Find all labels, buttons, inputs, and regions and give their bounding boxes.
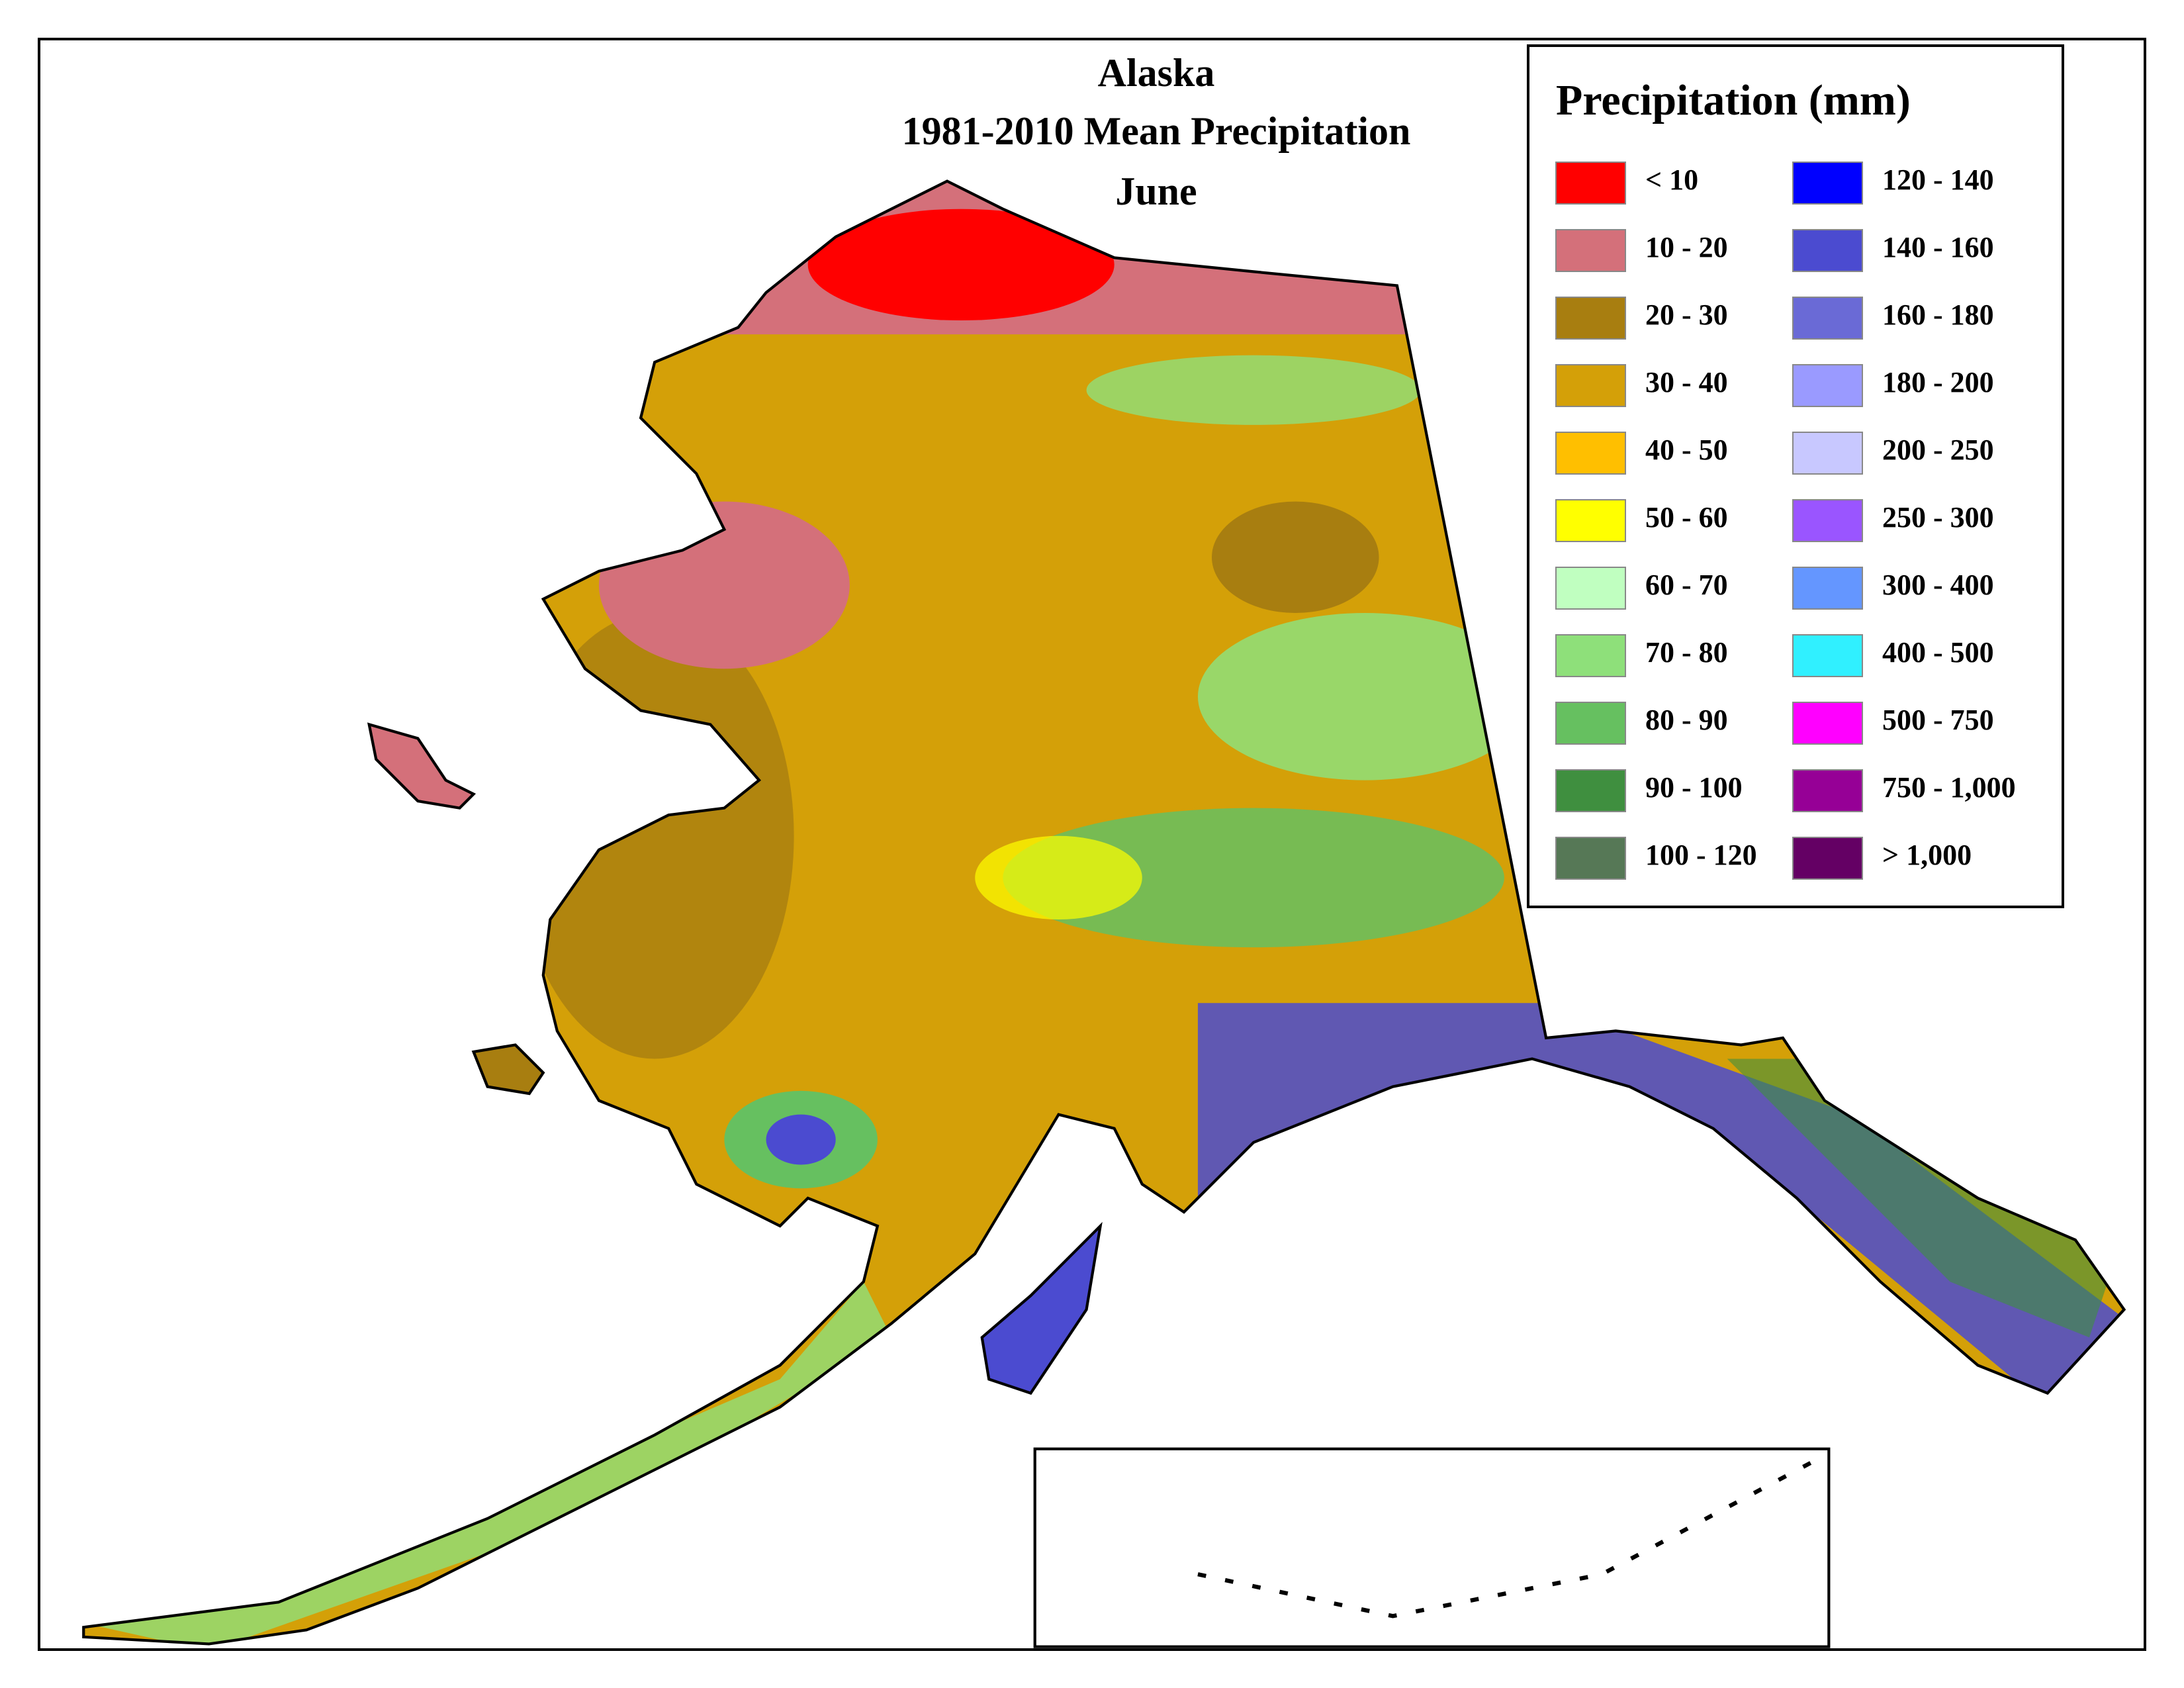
kodiak-island — [980, 1221, 1103, 1395]
legend-swatch — [1792, 162, 1863, 205]
legend-swatch — [1792, 837, 1863, 880]
legend-label: 200 - 250 — [1882, 434, 1994, 466]
legend-swatch — [1555, 229, 1626, 272]
legend-swatch — [1555, 567, 1626, 610]
legend-swatch — [1792, 364, 1863, 407]
legend-label: 160 - 180 — [1882, 299, 1994, 331]
legend-swatch — [1555, 364, 1626, 407]
legend-label: 30 - 40 — [1645, 366, 1728, 399]
legend-swatch — [1792, 229, 1863, 272]
legend-label: 250 - 300 — [1882, 501, 1994, 534]
legend-swatch — [1555, 297, 1626, 340]
legend-swatch — [1792, 769, 1863, 812]
legend-label: 300 - 400 — [1882, 569, 1994, 601]
legend-label: 120 - 140 — [1882, 164, 1994, 196]
legend-label: 20 - 30 — [1645, 299, 1728, 331]
legend-swatch — [1555, 432, 1626, 475]
legend-swatch — [1555, 769, 1626, 812]
legend-label: 750 - 1,000 — [1882, 771, 2016, 804]
legend: Precipitation (mm) < 10 10 - 20 20 - 30 30 … — [1527, 44, 2064, 908]
legend-swatch — [1555, 499, 1626, 542]
st-lawrence-island — [367, 722, 477, 810]
legend-swatch — [1792, 567, 1863, 610]
legend-label: 60 - 70 — [1645, 569, 1728, 601]
legend-label: 70 - 80 — [1645, 636, 1728, 669]
legend-swatch — [1792, 432, 1863, 475]
aleutian-inset — [1033, 1447, 1831, 1648]
legend-swatch — [1555, 837, 1626, 880]
title-line: 1981-2010 Mean Precipitation — [902, 109, 1411, 153]
title-block: Alaska 1981-2010 Mean Precipitation June — [902, 51, 1411, 213]
legend-swatch — [1555, 702, 1626, 745]
inset-islands — [1197, 1461, 1812, 1618]
legend-swatch — [1792, 499, 1863, 542]
legend-label: 500 - 750 — [1882, 704, 1994, 736]
map-frame — [38, 38, 2146, 1651]
legend-label: > 1,000 — [1882, 839, 1972, 871]
legend-label: 140 - 160 — [1882, 231, 1994, 263]
legend-label: 400 - 500 — [1882, 636, 1994, 669]
legend-swatch — [1792, 297, 1863, 340]
legend-swatch — [1555, 162, 1626, 205]
title-line: June — [1115, 169, 1197, 213]
legend-swatch — [1792, 702, 1863, 745]
legend-label: 10 - 20 — [1645, 231, 1728, 263]
legend-title: Precipitation (mm) — [1556, 76, 1911, 124]
legend-label: 40 - 50 — [1645, 434, 1728, 466]
title-line: Alaska — [1098, 51, 1215, 95]
legend-label: 50 - 60 — [1645, 501, 1728, 534]
legend-swatch — [1792, 634, 1863, 677]
legend-label: 100 - 120 — [1645, 839, 1757, 871]
legend-swatch — [1555, 634, 1626, 677]
legend-label: < 10 — [1645, 164, 1698, 196]
legend-label: 180 - 200 — [1882, 366, 1994, 399]
nunivak-island — [471, 1043, 545, 1096]
legend-label: 90 - 100 — [1645, 771, 1743, 804]
legend-label: 80 - 90 — [1645, 704, 1728, 736]
